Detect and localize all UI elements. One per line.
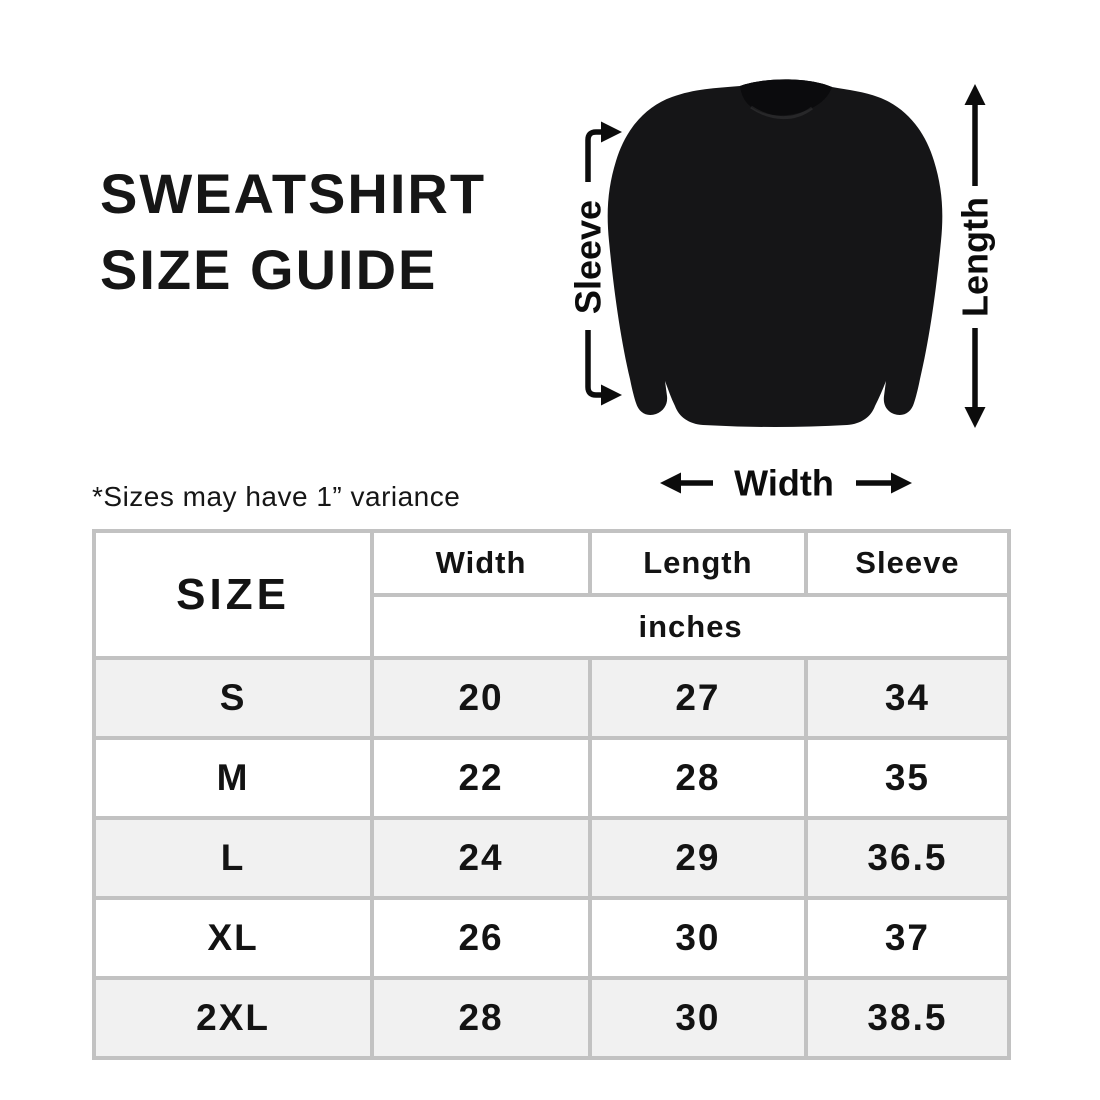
width-right-arrow-icon <box>856 472 912 494</box>
size-cell: S <box>91 656 375 740</box>
length-cell: 30 <box>587 896 808 980</box>
table-row: 2XL 28 30 38.5 <box>91 976 1012 1060</box>
width-cell: 28 <box>370 976 592 1060</box>
length-cell: 29 <box>587 816 808 900</box>
width-label: Width <box>734 463 834 504</box>
length-cell: 27 <box>587 656 808 740</box>
table-row: XL 26 30 37 <box>91 896 1012 980</box>
width-left-arrow-icon <box>660 472 713 494</box>
size-table: SIZE Width Length Sleeve inches S 20 27 … <box>91 529 1012 1060</box>
sleeve-cell: 35 <box>803 736 1012 820</box>
column-header-sleeve: Sleeve <box>803 529 1012 597</box>
variance-note: *Sizes may have 1” variance <box>92 481 461 512</box>
sweatshirt-collar <box>740 79 832 116</box>
sleeve-cell: 36.5 <box>803 816 1012 900</box>
size-cell: 2XL <box>91 976 375 1060</box>
width-cell: 20 <box>370 656 592 740</box>
page-title: SWEATSHIRT SIZE GUIDE <box>100 156 486 308</box>
page-title-line2: SIZE GUIDE <box>100 238 438 301</box>
width-cell: 24 <box>370 816 592 900</box>
unit-header: inches <box>370 593 1011 660</box>
sweatshirt-body <box>607 79 943 428</box>
length-arrow-icon <box>964 84 986 428</box>
page-title-line1: SWEATSHIRT <box>100 162 487 225</box>
table-row: L 24 29 36.5 <box>91 816 1012 900</box>
size-cell: XL <box>91 896 375 980</box>
width-cell: 26 <box>370 896 592 980</box>
sleeve-cell: 38.5 <box>803 976 1012 1060</box>
table-row: S 20 27 34 <box>91 656 1012 740</box>
sleeve-cell: 34 <box>803 656 1012 740</box>
table-row: M 22 28 35 <box>91 736 1012 820</box>
length-label: Length <box>955 197 996 317</box>
sweatshirt-collar-seam <box>750 105 813 120</box>
width-cell: 22 <box>370 736 592 820</box>
sleeve-label: Sleeve <box>568 200 609 314</box>
column-header-size: SIZE <box>91 529 375 660</box>
column-header-length: Length <box>587 529 808 597</box>
size-cell: M <box>91 736 375 820</box>
sleeve-arrow-icon <box>585 121 622 406</box>
length-cell: 30 <box>587 976 808 1060</box>
table-header-row: SIZE Width Length Sleeve <box>91 529 1012 660</box>
length-cell: 28 <box>587 736 808 820</box>
size-cell: L <box>91 816 375 900</box>
sleeve-cell: 37 <box>803 896 1012 980</box>
column-header-width: Width <box>370 529 592 597</box>
table-unit-row: inches <box>94 593 1011 660</box>
